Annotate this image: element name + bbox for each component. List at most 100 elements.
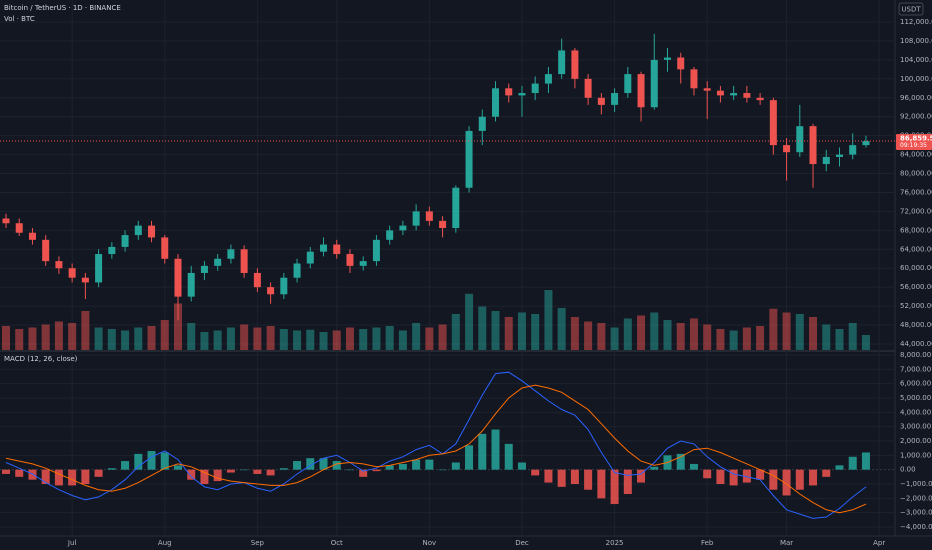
- candle-body: [81, 277, 89, 283]
- candle-body: [571, 50, 579, 79]
- candle-body: [703, 88, 711, 91]
- y-tick-label: 52,000.00: [900, 302, 932, 310]
- volume-bar: [28, 327, 37, 350]
- y-tick-label: 64,000.00: [900, 245, 932, 253]
- candle-body: [769, 100, 777, 146]
- candle-body: [822, 156, 830, 165]
- volume-bar: [240, 324, 249, 350]
- candle-body: [716, 90, 724, 96]
- volume-bar: [68, 323, 77, 350]
- volume-bar: [451, 314, 460, 350]
- candle-body: [478, 116, 486, 131]
- candle-body: [240, 249, 248, 273]
- macd-histogram-bar: [134, 453, 143, 470]
- candle-body: [664, 57, 671, 60]
- candle-body: [214, 258, 222, 266]
- volume-bar: [134, 327, 143, 350]
- volume-bar: [782, 312, 791, 350]
- candle-body: [439, 220, 447, 228]
- volume-bar: [848, 323, 857, 350]
- macd-histogram-bar: [729, 469, 738, 486]
- x-tick-label: Jul: [67, 539, 77, 547]
- candle-body: [174, 258, 182, 297]
- volume-bar: [584, 321, 593, 350]
- macd-tick-label: 5,000.00: [900, 394, 931, 402]
- candle-body: [253, 272, 261, 288]
- macd-histogram-bar: [822, 469, 831, 477]
- volume-bar: [769, 308, 778, 350]
- volume-bar: [425, 327, 434, 350]
- macd-histogram-bar: [68, 469, 77, 486]
- macd-tick-label: 2,000.00: [900, 437, 931, 445]
- macd-tick-label: −4,000.00: [900, 523, 932, 531]
- x-tick-label: Feb: [701, 539, 714, 547]
- volume-bar: [729, 330, 738, 350]
- candle-body: [320, 244, 328, 252]
- macd-tick-label: 8,000.00: [900, 351, 931, 359]
- macd-histogram-bar: [451, 462, 460, 470]
- volume-bar: [531, 314, 540, 350]
- candle-body: [42, 239, 50, 262]
- candle-body: [280, 277, 288, 295]
- volume-bar: [703, 324, 712, 350]
- last-price-box: [896, 134, 932, 151]
- macd-histogram-bar: [160, 452, 169, 470]
- volume-bar: [279, 329, 288, 350]
- volume-bar: [795, 314, 804, 350]
- candle-body: [783, 145, 791, 153]
- volume-bar: [676, 323, 685, 350]
- y-tick-label: 72,000.00: [900, 207, 932, 215]
- volume-bar: [570, 317, 579, 350]
- macd-line: [5, 371, 867, 519]
- candle-body: [558, 50, 566, 75]
- macd-histogram-bar: [623, 469, 632, 495]
- volume-bar: [517, 312, 526, 350]
- signal-line: [5, 384, 867, 514]
- volume-bar: [200, 332, 209, 350]
- volume-bar: [319, 332, 328, 350]
- macd-histogram-bar: [412, 459, 421, 470]
- currency-box[interactable]: [898, 2, 924, 16]
- volume-bar: [742, 327, 751, 350]
- macd-histogram-bar: [756, 469, 765, 480]
- y-tick-label: 76,000.00: [900, 188, 932, 196]
- volume-bar: [412, 323, 421, 350]
- macd-histogram-bar: [809, 469, 818, 486]
- x-tick-label: Nov: [423, 539, 437, 547]
- x-tick-label: Apr: [873, 539, 885, 547]
- macd-tick-label: −3,000.00: [900, 509, 932, 517]
- volume-bar: [332, 330, 341, 350]
- volume-bar: [266, 326, 275, 350]
- macd-histogram-bar: [848, 456, 857, 470]
- volume-bar: [173, 303, 182, 350]
- macd-histogram-bar: [742, 469, 751, 483]
- macd-tick-label: 6,000.00: [900, 380, 931, 388]
- macd-histogram-bar: [279, 468, 288, 470]
- candle-body: [835, 154, 843, 157]
- x-tick-label: Dec: [515, 539, 529, 547]
- y-tick-label: 68,000.00: [900, 226, 932, 234]
- macd-histogram-bar: [372, 469, 381, 472]
- macd-tick-label: 7,000.00: [900, 365, 931, 373]
- y-tick-label: 92,000.00: [900, 113, 932, 121]
- macd-histogram-bar: [703, 469, 712, 479]
- candle-body: [148, 225, 156, 238]
- macd-histogram-bar: [54, 469, 63, 486]
- volume-bar: [835, 329, 844, 350]
- macd-histogram-bar: [557, 469, 566, 487]
- volume-bar: [121, 330, 130, 350]
- volume-bar: [544, 290, 553, 350]
- volume-bar: [54, 321, 63, 350]
- candle-body: [121, 235, 129, 247]
- macd-histogram-bar: [385, 465, 394, 470]
- macd-histogram-bar: [584, 469, 593, 490]
- candle-body: [359, 261, 367, 266]
- volume-bar: [861, 335, 870, 350]
- candle-body: [452, 187, 460, 228]
- y-tick-label: 80,000.00: [900, 170, 932, 178]
- candle-body: [55, 261, 63, 269]
- macd-histogram-bar: [544, 469, 553, 483]
- candle-body: [809, 126, 817, 165]
- macd-tick-label: 4,000.00: [900, 408, 931, 416]
